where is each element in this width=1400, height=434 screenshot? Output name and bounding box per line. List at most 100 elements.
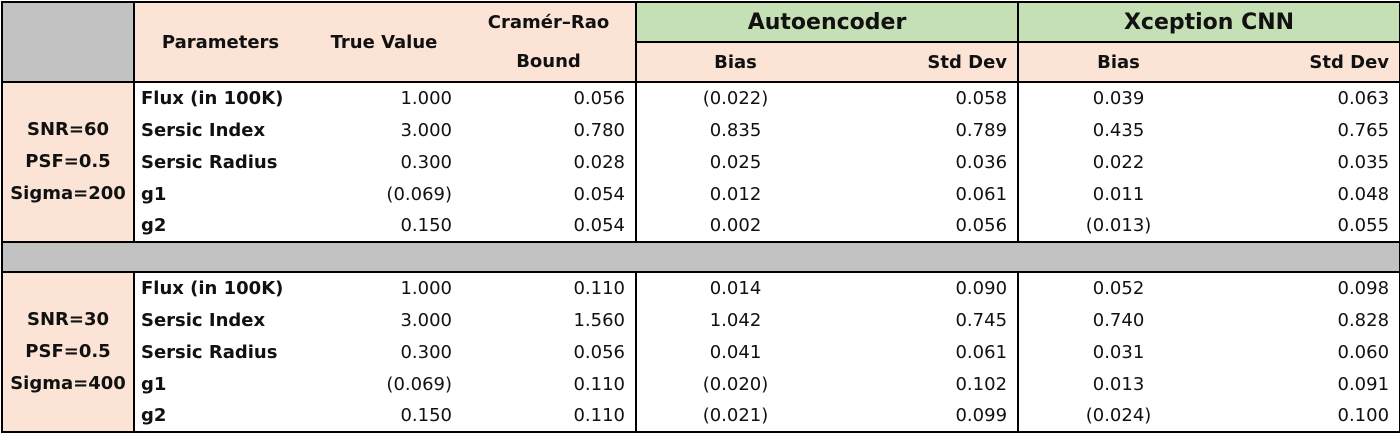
param-name: Flux (in 100K) (141, 88, 284, 109)
ae-std: 0.056 (834, 210, 1020, 243)
crb-value: 0.054 (462, 210, 636, 243)
cnn-bias: 0.435 (1092, 119, 1145, 141)
condition-sigma: Sigma=400 (10, 373, 126, 394)
ae-std: 0.099 (834, 400, 1020, 433)
header-ae-bias: Bias (635, 42, 834, 83)
ae-std: 0.058 (834, 82, 1020, 114)
ae-bias: 1.042 (635, 304, 834, 336)
ae-std: 0.061 (834, 178, 1020, 210)
crb-value: 0.056 (573, 88, 625, 109)
table-row: Sersic Radius 0.300 0.028 0.025 0.036 0.… (2, 146, 1400, 178)
ae-bias: 0.014 (635, 272, 834, 304)
cnn-std: 0.063 (1218, 82, 1400, 114)
crb-value: 1.560 (573, 309, 625, 331)
true-value: (0.069) (386, 183, 452, 205)
ae-bias: 0.025 (635, 146, 834, 178)
table-row: SNR=60 PSF=0.5 Sigma=200 Flux (in 100K) … (1, 81, 1400, 243)
ae-std: 0.745 (834, 304, 1020, 336)
condition-sigma: Sigma=200 (10, 183, 126, 204)
crb-value: 0.110 (462, 400, 636, 433)
cnn-bias: 0.022 (1092, 151, 1145, 173)
cnn-bias: 0.011 (1092, 183, 1145, 205)
param-name: g2 (134, 210, 306, 243)
condition-cell: SNR=30 PSF=0.5 Sigma=400 (1, 271, 135, 433)
table-row: Sersic Radius 0.300 0.056 0.041 0.061 0.… (2, 336, 1400, 368)
cnn-bias: 0.031 (1092, 341, 1145, 363)
table-row: Sersic Index 3.000 0.780 0.835 0.789 0.4… (2, 114, 1400, 146)
table-row: SNR=30 PSF=0.5 Sigma=400 Flux (in 100K) … (1, 271, 1400, 433)
table-row: g2 0.150 0.054 0.002 0.056 (0.013) 0.055 (2, 210, 1400, 243)
true-value: 1.000 (400, 278, 452, 299)
cnn-std: 0.765 (1218, 114, 1400, 146)
table-row: g2 0.150 0.110 (0.021) 0.099 (0.024) 0.1… (2, 400, 1400, 433)
condition-psf: PSF=0.5 (25, 341, 111, 362)
condition-psf: PSF=0.5 (25, 151, 111, 172)
crb-value: 0.054 (573, 183, 625, 205)
condition-snr: SNR=60 (26, 119, 110, 140)
cnn-std: 0.060 (1218, 336, 1400, 368)
header-cnn-std-dev: Std Dev (1218, 42, 1400, 83)
crb-value: 0.110 (573, 278, 625, 299)
true-value: 3.000 (400, 309, 452, 331)
true-value: (0.069) (386, 373, 452, 395)
true-value: 1.000 (400, 88, 452, 109)
cnn-bias: 0.039 (1092, 88, 1145, 109)
header-xception-cnn: Xception CNN (1017, 1, 1400, 43)
header-ae-std-dev: Std Dev (834, 42, 1020, 83)
ae-std: 0.036 (834, 146, 1020, 178)
cnn-std: 0.100 (1218, 400, 1400, 433)
param-name: g1 (141, 373, 167, 395)
true-value: 0.300 (400, 341, 452, 363)
cnn-bias: 0.013 (1092, 373, 1145, 395)
table-row: g1 (0.069) 0.054 0.012 0.061 0.011 0.048 (2, 178, 1400, 210)
header-cramer-rao-line1: Cramér–Rao (462, 1, 636, 42)
crb-value: 0.110 (573, 373, 625, 395)
cnn-std: 0.091 (1218, 368, 1400, 400)
header-parameters: Parameters (134, 1, 306, 83)
param-name: Sersic Index (141, 309, 266, 331)
ae-bias: 0.002 (635, 210, 834, 243)
ae-bias: (0.021) (635, 400, 834, 433)
cnn-std: 0.048 (1218, 178, 1400, 210)
header-cnn-bias: Bias (1017, 42, 1219, 83)
cnn-bias: 0.740 (1092, 309, 1145, 331)
param-name: Flux (in 100K) (141, 278, 284, 299)
cnn-std: 0.098 (1218, 272, 1400, 304)
cnn-std: 0.035 (1218, 146, 1400, 178)
param-name: Sersic Index (141, 119, 266, 141)
param-name: Sersic Radius (141, 151, 278, 173)
cnn-bias: (0.013) (1018, 210, 1219, 243)
ae-std: 0.090 (834, 272, 1020, 304)
ae-bias: 0.835 (635, 114, 834, 146)
param-name: g1 (141, 183, 167, 205)
cnn-bias: 0.052 (1092, 278, 1145, 299)
param-name: g2 (134, 400, 306, 433)
header-true-value: True Value (306, 1, 462, 83)
separator-band (0, 241, 1400, 273)
crb-value: 0.056 (573, 341, 625, 363)
cnn-bias: (0.024) (1018, 400, 1219, 433)
cnn-std: 0.828 (1218, 304, 1400, 336)
ae-bias: 0.041 (635, 336, 834, 368)
ae-std: 0.102 (834, 368, 1020, 400)
condition-snr: SNR=30 (26, 309, 110, 330)
ae-bias: 0.012 (635, 178, 834, 210)
separator-row (0, 241, 1400, 273)
cnn-std: 0.055 (1218, 210, 1400, 243)
true-value: 3.000 (400, 119, 452, 141)
crb-value: 0.780 (573, 119, 625, 141)
condition-cell: SNR=60 PSF=0.5 Sigma=200 (1, 81, 135, 243)
table-row: Sersic Index 3.000 1.560 1.042 0.745 0.7… (2, 304, 1400, 336)
ae-std: 0.061 (834, 336, 1020, 368)
param-name: Sersic Radius (141, 341, 278, 363)
ae-std: 0.789 (834, 114, 1020, 146)
crb-value: 0.028 (573, 151, 625, 173)
true-value: 0.300 (400, 151, 452, 173)
table-row: g1 (0.069) 0.110 (0.020) 0.102 0.013 0.0… (2, 368, 1400, 400)
header-cramer-rao-line2: Bound (462, 42, 636, 83)
true-value: 0.150 (306, 400, 462, 433)
ae-bias: (0.020) (635, 368, 834, 400)
ae-bias: (0.022) (635, 82, 834, 114)
corner-cell (1, 1, 135, 83)
